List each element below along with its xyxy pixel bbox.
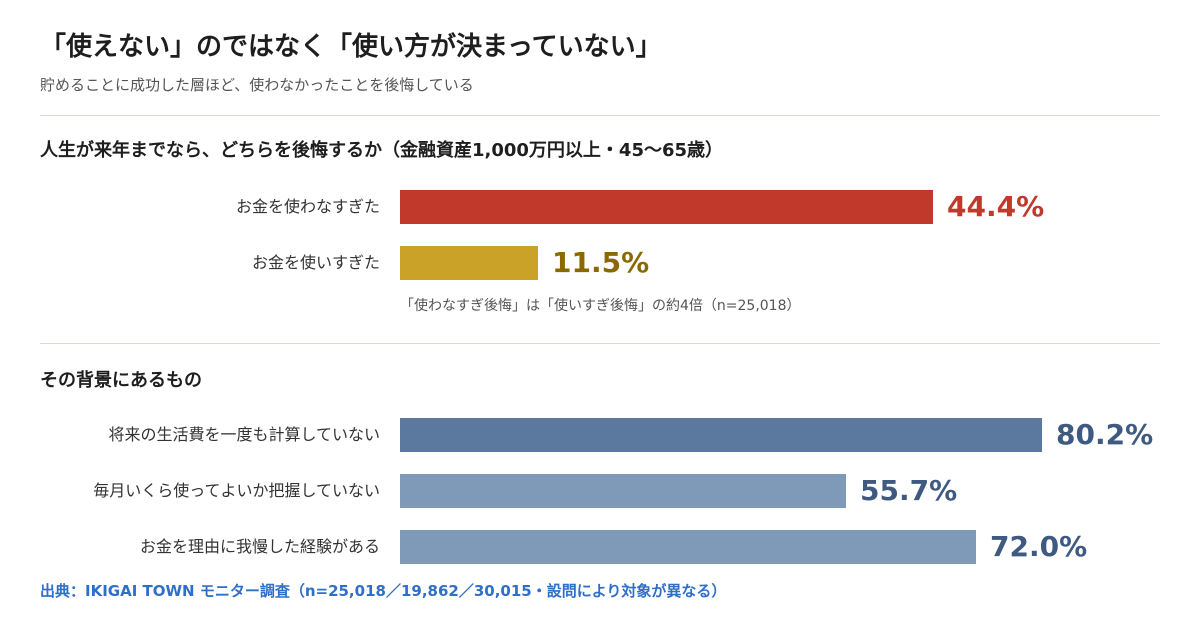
page-subtitle: 貯めることに成功した層ほど、使わなかったことを後悔している	[40, 76, 474, 94]
chart-1-annotation: 「使わなすぎ後悔」は「使いすぎ後悔」の約4倍（n=25,018）	[400, 298, 801, 314]
bar-value-0-0: 44.4%	[947, 190, 1045, 223]
bar-value-0-1: 11.5%	[552, 246, 650, 279]
bar-1-0	[400, 418, 1042, 452]
bar-label-1-2: お金を理由に我慢した経験がある	[139, 537, 380, 556]
bar-0-0	[400, 190, 933, 224]
bar-label-0-0: お金を使わなすぎた	[235, 197, 380, 216]
source-note: 出典：IKIGAI TOWN モニター調査（n=25,018／19,862／30…	[40, 582, 727, 600]
bar-0-1	[400, 246, 538, 280]
divider-top	[40, 115, 1160, 116]
bar-value-1-0: 80.2%	[1056, 418, 1154, 451]
bar-value-1-2: 72.0%	[990, 530, 1088, 563]
bar-value-1-1: 55.7%	[860, 474, 958, 507]
chart-1-title: 人生が来年までなら、どちらを後悔するか（金融資産1,000万円以上・45〜65歳…	[40, 140, 724, 161]
chart-2-title: その背景にあるもの	[40, 370, 202, 391]
bar-label-1-0: 将来の生活費を一度も計算していない	[108, 425, 380, 444]
divider-middle	[40, 343, 1160, 344]
bar-1-2	[400, 530, 976, 564]
bar-label-0-1: お金を使いすぎた	[251, 253, 380, 272]
page-title: 「使えない」のではなく「使い方が決まっていない」	[40, 32, 662, 62]
bar-1-1	[400, 474, 846, 508]
bar-label-1-1: 毎月いくら使ってよいか把握していない	[93, 481, 380, 500]
